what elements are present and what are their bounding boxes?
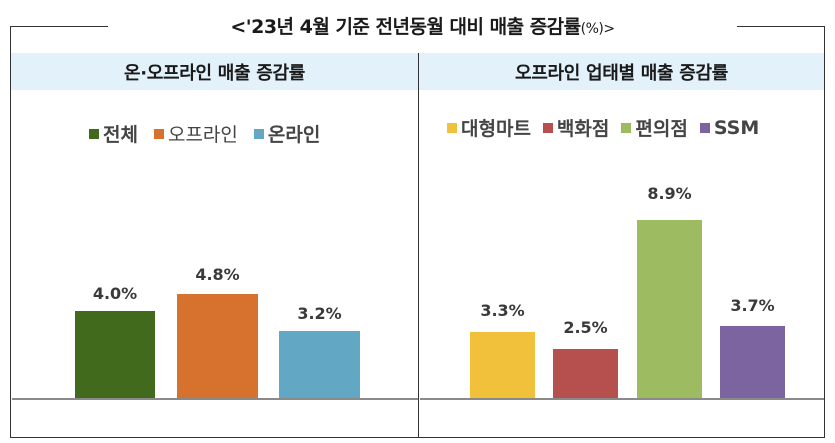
legend-label: SSM [713, 116, 760, 139]
legend-item-ssm: SSM [699, 116, 760, 139]
bar-label-convenience-store: 8.9% [647, 184, 692, 203]
bar-ssm [720, 326, 785, 398]
bar-department-store [553, 349, 618, 398]
bar-hypermarket [470, 332, 535, 398]
right-x-axis [420, 398, 824, 400]
panel-header-band [11, 53, 824, 90]
legend-item-offline: 오프라인 [153, 120, 238, 147]
left-legend: 전체 오프라인 온라인 [89, 120, 336, 147]
frame-border-top-left [10, 26, 108, 27]
legend-label: 오프라인 [167, 124, 238, 146]
figure-title-text: <'23년 4월 기준 전년동월 대비 매출 증감률 [230, 16, 581, 38]
left-x-axis [12, 398, 418, 400]
bar-label-department-store: 2.5% [563, 318, 608, 337]
bar-label-total: 4.0% [92, 284, 138, 303]
legend-swatch-icon [153, 128, 164, 139]
legend-label: 대형마트 [461, 118, 531, 140]
frame-border-left [10, 26, 11, 438]
bar-label-offline: 4.8% [195, 265, 240, 284]
figure-title: <'23년 4월 기준 전년동월 대비 매출 증감률(%)> [110, 12, 735, 39]
figure-title-unit: (%)> [580, 21, 615, 37]
legend-label: 편의점 [635, 118, 688, 140]
bar-label-online: 3.2% [297, 304, 342, 323]
bar-label-hypermarket: 3.3% [480, 301, 525, 320]
legend-item-total: 전체 [89, 120, 138, 147]
legend-swatch-icon [253, 128, 264, 139]
frame-border-bottom [10, 437, 825, 438]
legend-label: 온라인 [267, 124, 321, 146]
bar-offline [177, 294, 258, 398]
bar-total [75, 311, 155, 398]
legend-label: 전체 [103, 124, 138, 146]
legend-item-hypermarket: 대형마트 [447, 114, 531, 141]
legend-swatch-icon [621, 122, 632, 133]
legend-swatch-icon [542, 122, 553, 133]
panel-divider [418, 53, 419, 438]
frame-border-right [824, 26, 825, 438]
legend-swatch-icon [89, 128, 99, 139]
legend-swatch-icon [699, 122, 710, 133]
legend-swatch-icon [447, 122, 457, 133]
legend-label: 백화점 [556, 118, 610, 140]
bar-online [279, 331, 360, 398]
legend-item-online: 온라인 [253, 120, 321, 147]
right-legend: 대형마트 백화점 편의점 SSM [447, 114, 771, 141]
bar-label-ssm: 3.7% [730, 296, 775, 315]
frame-border-top-right [737, 26, 825, 27]
legend-item-department-store: 백화점 [542, 114, 610, 141]
bar-convenience-store [637, 220, 702, 398]
left-panel-title: 온·오프라인 매출 증감률 [123, 63, 306, 84]
right-panel-title: 오프라인 업태별 매출 증감률 [514, 63, 729, 84]
legend-item-convenience-store: 편의점 [621, 114, 688, 141]
